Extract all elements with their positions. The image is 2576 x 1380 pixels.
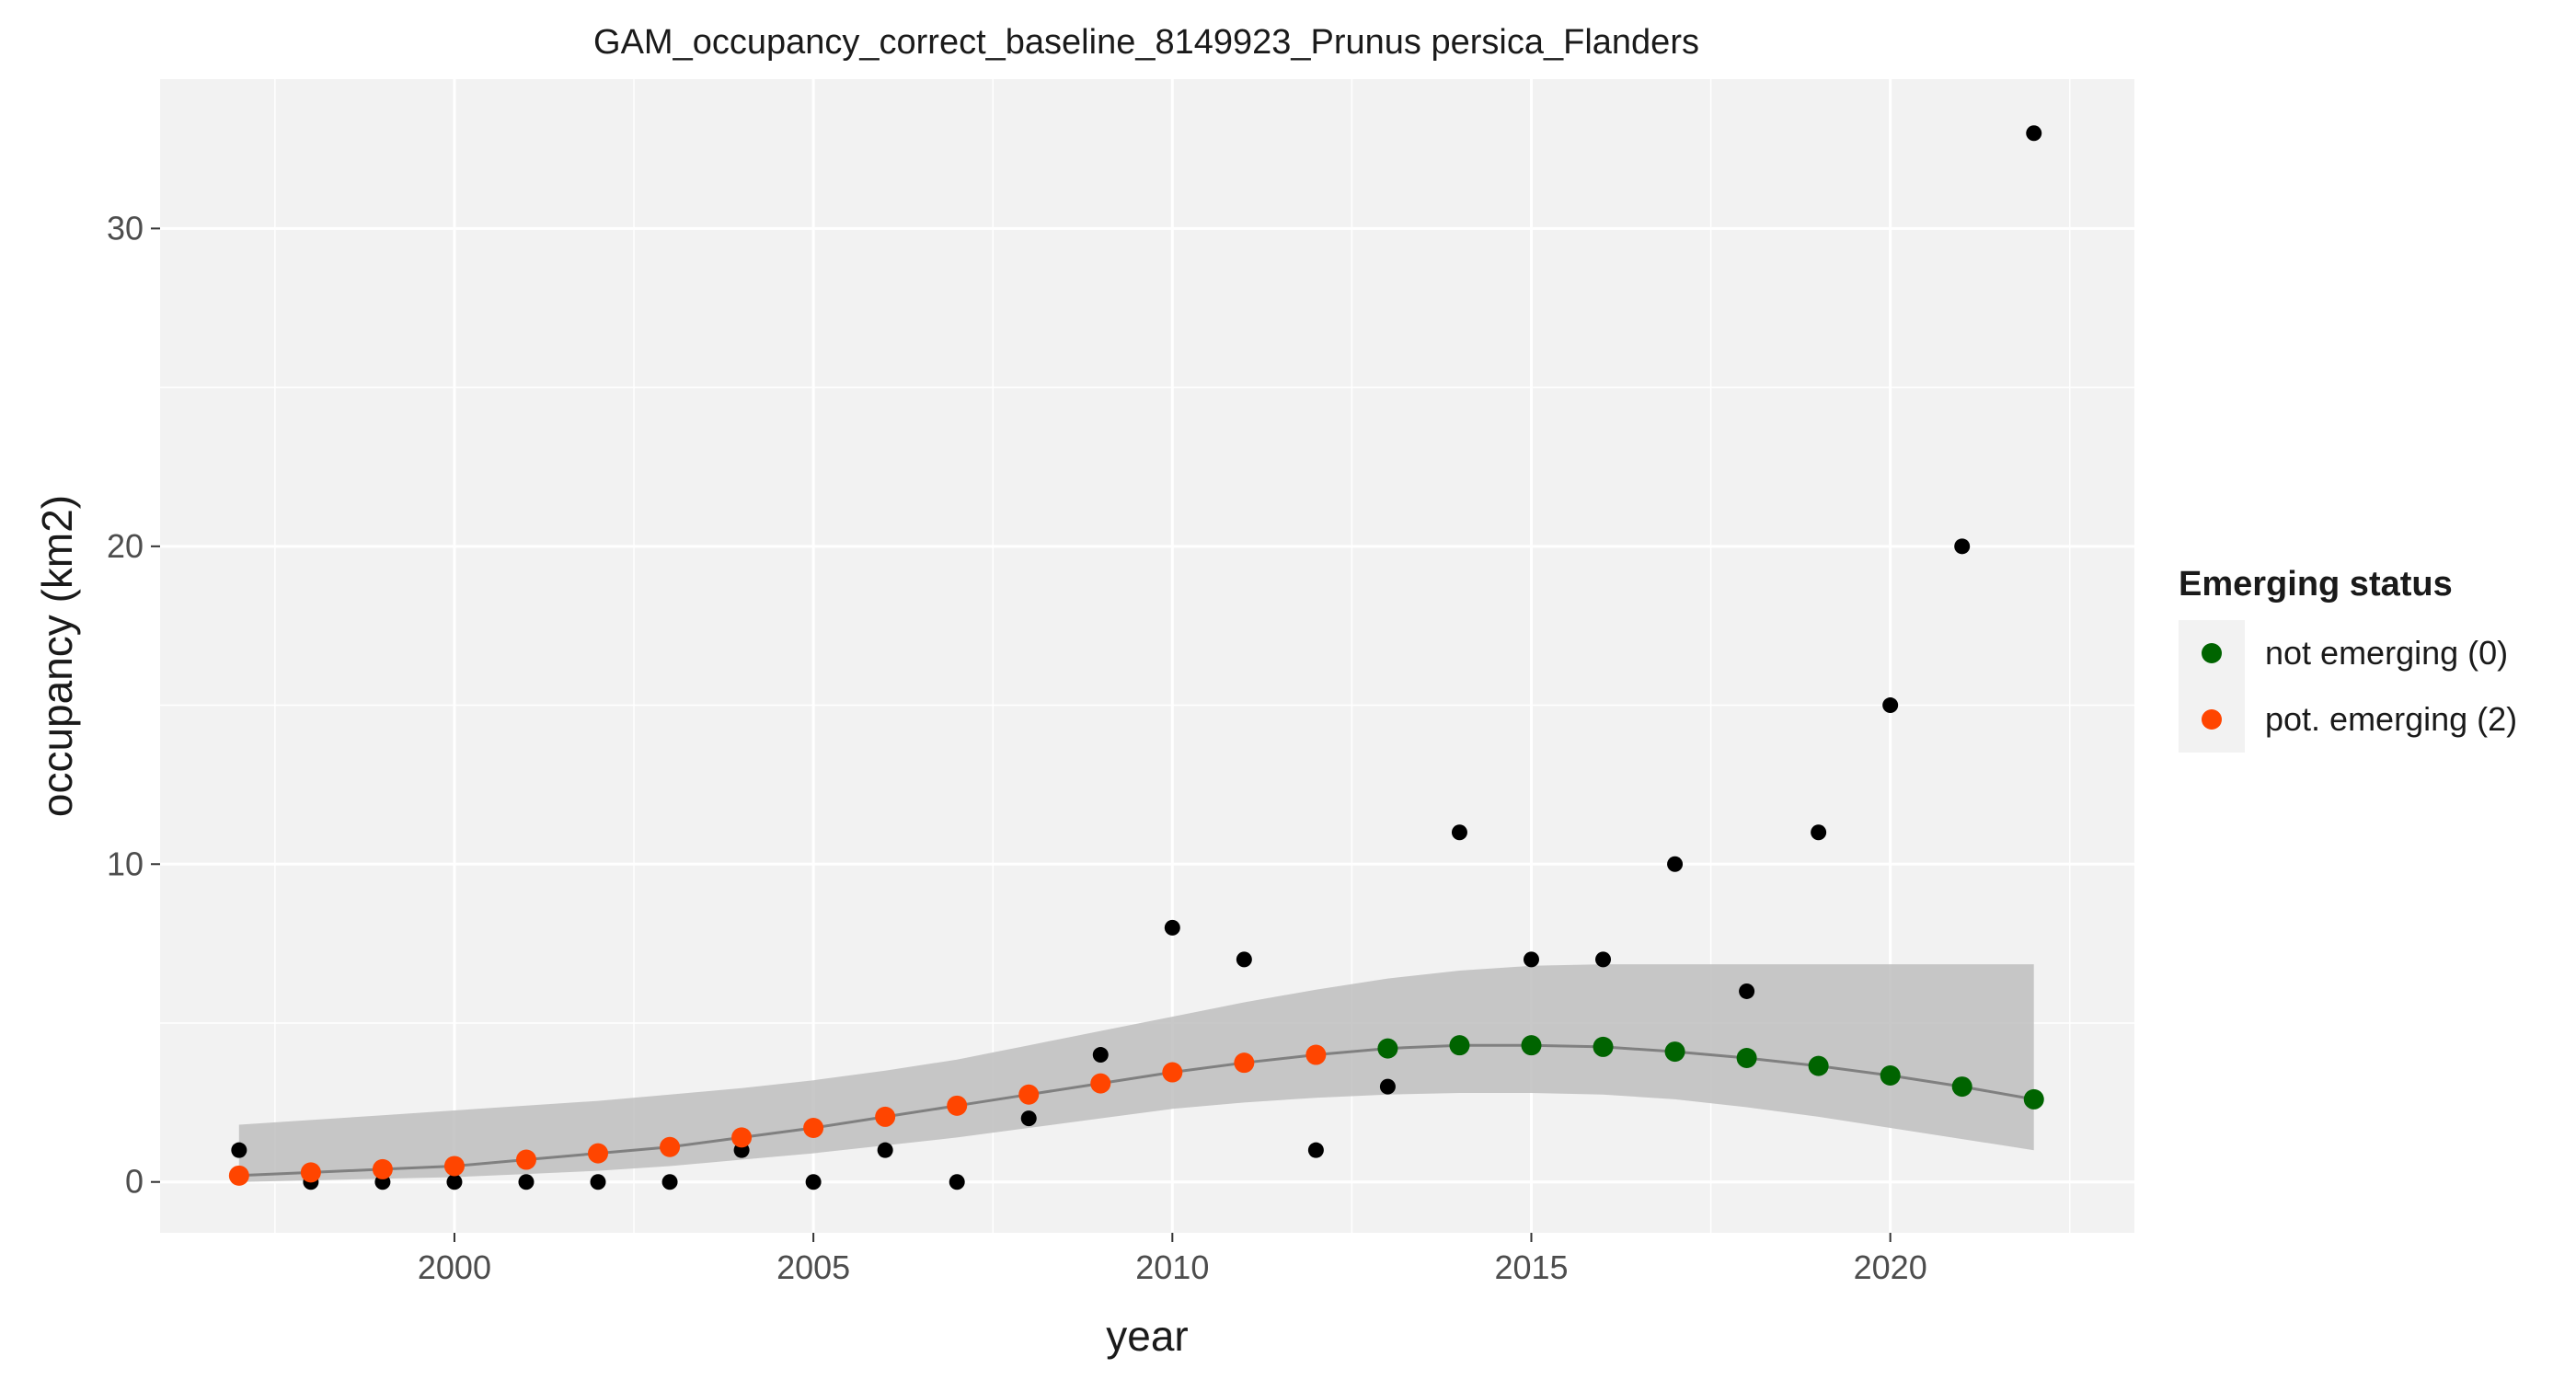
legend-label-pot-emerging: pot. emerging (2) (2265, 700, 2517, 738)
fitted-status-point (1521, 1035, 1542, 1056)
observed-point (661, 1174, 678, 1190)
observed-point (1667, 856, 1684, 872)
observed-point (590, 1174, 606, 1190)
observed-point (1451, 824, 1467, 841)
observed-point (1307, 1142, 1324, 1158)
fitted-status-point (2023, 1088, 2044, 1110)
fitted-status-point (803, 1118, 824, 1138)
legend-key-pot-emerging (2202, 709, 2222, 730)
fitted-status-point (731, 1127, 753, 1148)
grid-major-lines (160, 79, 2134, 1233)
fitted-status-point (1664, 1041, 1685, 1063)
fitted-status-point (228, 1165, 249, 1186)
observed-point (518, 1174, 535, 1190)
x-axis-title: year (1106, 1312, 1188, 1360)
observed-point (1236, 951, 1252, 968)
legend-label-not-emerging: not emerging (0) (2265, 634, 2508, 672)
observed-point (1020, 1110, 1037, 1127)
observed-point (877, 1142, 893, 1158)
fitted-status-point (515, 1149, 536, 1170)
observed-point (1164, 919, 1180, 936)
x-tick-label: 2015 (1494, 1248, 1568, 1286)
legend: Emerging status not emerging (0) pot. em… (2179, 565, 2517, 753)
fitted-status-point (660, 1136, 681, 1157)
observed-point (1739, 983, 1755, 999)
fitted-status-point (1449, 1035, 1470, 1056)
legend-title: Emerging status (2179, 565, 2453, 604)
fitted-status-point (443, 1156, 465, 1177)
y-tick-label: 0 (125, 1163, 144, 1201)
x-axis-ticks: 2000 2005 2010 2015 2020 (418, 1233, 1927, 1286)
y-tick-label: 30 (107, 209, 144, 247)
fitted-status-point (1880, 1065, 1901, 1086)
fitted-status-point (1305, 1044, 1327, 1065)
fitted-status-point (588, 1143, 609, 1164)
fitted-status-point (1808, 1055, 1829, 1076)
fitted-status-point (1090, 1073, 1111, 1094)
observed-point (1954, 538, 1971, 555)
observed-point (1595, 951, 1612, 968)
legend-key-not-emerging (2202, 643, 2222, 663)
gam-fit-line (238, 1043, 2034, 1178)
x-tick-label: 2005 (776, 1248, 850, 1286)
observed-point (446, 1174, 463, 1190)
observed-point (1523, 951, 1539, 968)
observed-point (1092, 1047, 1109, 1064)
fitted-status-point (1593, 1036, 1614, 1057)
x-tick-label: 2010 (1135, 1248, 1209, 1286)
observed-point (1882, 697, 1899, 714)
fitted-status-point (300, 1162, 321, 1183)
fitted-status-point (947, 1095, 968, 1116)
fitted-status-point (1018, 1084, 1040, 1105)
fitted-status-point (1951, 1076, 1972, 1098)
x-tick-label: 2020 (1854, 1248, 1927, 1286)
fitted-status-point (1234, 1052, 1255, 1074)
confidence-band (238, 964, 2034, 1182)
y-axis-ticks: 0 10 20 30 (107, 209, 160, 1201)
legend-key-background (2179, 620, 2245, 753)
fitted-status-point (1377, 1038, 1398, 1059)
y-axis-title: occupancy (km2) (33, 495, 81, 817)
chart-title: GAM_occupancy_correct_baseline_8149923_P… (593, 23, 1699, 62)
fitted-status-point (1162, 1062, 1183, 1083)
observed-points-layer (231, 125, 2042, 1190)
y-tick-label: 10 (107, 845, 144, 882)
observed-point (2026, 125, 2042, 142)
observed-point (1379, 1078, 1396, 1095)
observed-point (1811, 824, 1827, 841)
observed-point (805, 1174, 822, 1190)
observed-point (949, 1174, 965, 1190)
fitted-status-point (1736, 1048, 1757, 1068)
fitted-status-point (372, 1158, 393, 1179)
fitted-status-points-layer (228, 1035, 2044, 1186)
fitted-status-point (875, 1106, 896, 1127)
x-tick-label: 2000 (418, 1248, 491, 1286)
observed-point (231, 1142, 247, 1158)
y-tick-label: 20 (107, 527, 144, 565)
